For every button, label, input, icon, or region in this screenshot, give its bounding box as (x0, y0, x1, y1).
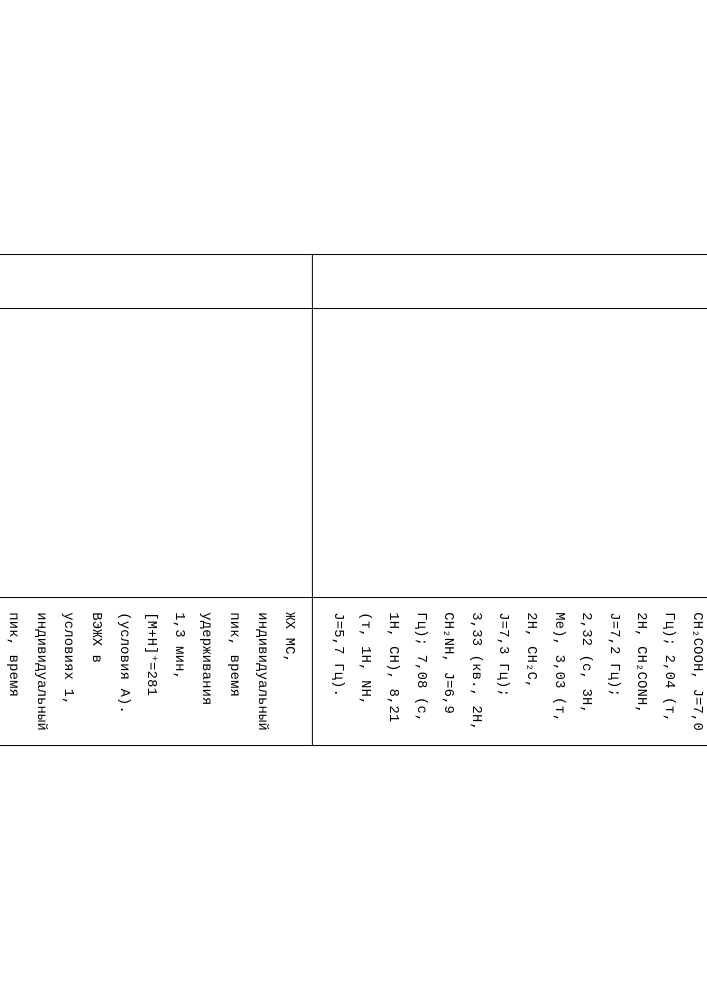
compound-table: 197 HO O (0, 254, 707, 746)
analytical-data-cell: ЖХ МС, индивидуальный пик, время удержив… (0, 598, 312, 746)
compound-id-cell: 197 (312, 255, 707, 309)
analytical-data-cell: ЖХ МС, индивидуальный пик, время удержив… (312, 598, 707, 746)
analytical-data: ЖХ МС, индивидуальный пик, время удержив… (0, 612, 296, 739)
document-page: 197 HO O (0, 0, 707, 1000)
structure-cell: HO O (312, 309, 707, 598)
table-row: 198 HO O (0, 255, 312, 746)
structure-cell: HO O O N (0, 309, 312, 598)
landscape-content: 197 HO O (0, 254, 707, 746)
table-row: 197 HO O (312, 255, 707, 746)
compound-id-cell: 198 (0, 255, 312, 309)
analytical-data: ЖХ МС, индивидуальный пик, время удержив… (329, 612, 707, 739)
